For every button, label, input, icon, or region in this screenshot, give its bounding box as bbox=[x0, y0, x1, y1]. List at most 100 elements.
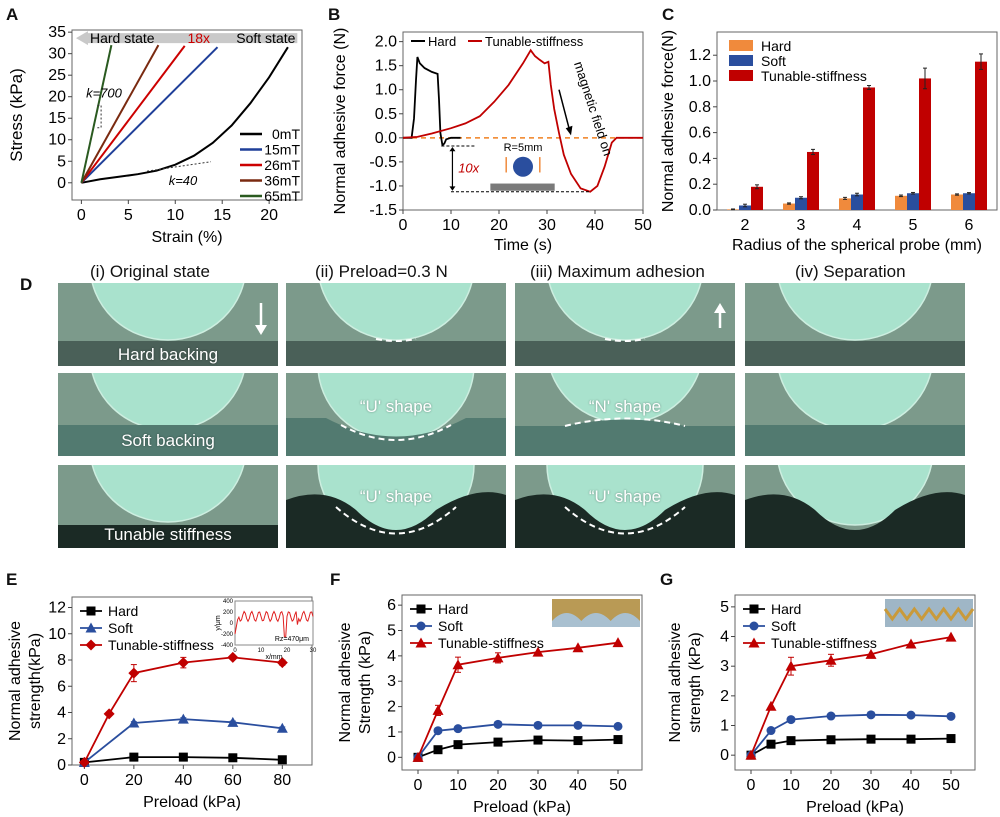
x-tick-label: 30 bbox=[538, 217, 556, 234]
legend-label-Soft: Soft bbox=[108, 620, 133, 636]
legend-label-26mT: 26mT bbox=[264, 157, 300, 173]
contact-dashed-line bbox=[604, 338, 646, 342]
legend-label-65mT: 65mT bbox=[264, 188, 300, 204]
bar-Tunable-stiffness-4 bbox=[863, 87, 875, 210]
legend-label-Soft: Soft bbox=[438, 618, 463, 634]
data-point-Soft bbox=[128, 717, 140, 728]
panel-letter-d: D bbox=[20, 275, 33, 294]
backing-type-label: Tunable stiffness bbox=[104, 525, 232, 544]
annotation-k700: k=700 bbox=[86, 86, 123, 101]
legend-label-Soft: Soft bbox=[771, 618, 796, 634]
data-point-Hard bbox=[453, 740, 463, 750]
panel-letter-b: B bbox=[328, 5, 341, 24]
legend-label-Hard: Hard bbox=[761, 38, 791, 54]
data-point-Soft bbox=[533, 720, 543, 730]
x-tick-label: 0 bbox=[80, 772, 89, 789]
inset-y-tick-label: -200 bbox=[221, 632, 234, 638]
x-tick-label: 0 bbox=[747, 777, 756, 794]
y-tick-label: 3 bbox=[720, 658, 729, 675]
data-point-Tunable-stiffness bbox=[412, 751, 424, 762]
series-line-Tunable-stiffness bbox=[402, 48, 643, 193]
y-tick-label: 2 bbox=[387, 699, 396, 716]
inset-x-tick-label: 0 bbox=[233, 648, 237, 654]
panel-d-col-title-2: (ii) Preload=0.3 N bbox=[315, 262, 448, 281]
x-tick-label: 3 bbox=[797, 217, 806, 234]
backing-layer bbox=[58, 425, 278, 456]
data-point-Hard bbox=[866, 734, 876, 744]
y-tick-label: 4 bbox=[720, 629, 729, 646]
data-point-Tunable-stiffness bbox=[945, 631, 957, 642]
y-tick-label: 0.6 bbox=[689, 125, 711, 142]
legend-marker-Tunable-stiffness bbox=[85, 639, 97, 651]
legend-label-36mT: 36mT bbox=[264, 173, 300, 189]
bar-Soft-6 bbox=[963, 193, 975, 210]
x-tick-label: 10 bbox=[166, 207, 184, 224]
x-tick-label: 20 bbox=[490, 217, 508, 234]
y-tick-label: 0 bbox=[387, 749, 396, 766]
photo-illustration bbox=[58, 373, 278, 456]
annotation-k40: k=40 bbox=[169, 173, 198, 188]
y-tick-label: 4 bbox=[57, 705, 66, 722]
data-point-Tunable-stiffness bbox=[905, 638, 917, 649]
photo-illustration bbox=[745, 283, 965, 366]
plot-frame bbox=[402, 31, 644, 211]
magnetic-field-arrow-head bbox=[565, 125, 573, 136]
y-tick-label: 1.5 bbox=[375, 58, 397, 75]
probe-sphere bbox=[778, 283, 932, 341]
y-tick-label: -0.5 bbox=[369, 154, 397, 171]
bar-Soft-4 bbox=[851, 194, 863, 210]
inset-surface-photo bbox=[883, 599, 975, 627]
photo-cell-r3-c4 bbox=[745, 465, 965, 548]
legend-swatch-Hard bbox=[729, 40, 753, 51]
plot-frame bbox=[401, 594, 643, 771]
legend-label-15mT: 15mT bbox=[264, 142, 300, 158]
legend-label-Hard: Hard bbox=[438, 601, 468, 617]
photo-illustration bbox=[286, 283, 506, 366]
y-tick-label: 10 bbox=[48, 132, 66, 149]
probe-sphere bbox=[91, 283, 245, 341]
magnetic-field-arrow bbox=[558, 89, 571, 133]
photo-cell-r2-c3: “N' shape bbox=[515, 373, 735, 456]
inset-frame bbox=[234, 600, 314, 646]
data-point-Tunable-stiffness bbox=[227, 651, 239, 663]
x-tick-label: 4 bbox=[853, 217, 862, 234]
panel-letter-e: E bbox=[6, 570, 18, 589]
series-line-65mT bbox=[80, 44, 113, 184]
arrow-label-hard: Hard state bbox=[90, 30, 155, 46]
x-tick-label: 10 bbox=[782, 777, 800, 794]
y-axis-label-line: Normal adhesive bbox=[667, 622, 684, 742]
y-tick-label: 0.4 bbox=[689, 150, 711, 167]
photo-background bbox=[885, 599, 973, 627]
series-line-0mT bbox=[81, 46, 289, 184]
y-tick-label: 1.0 bbox=[689, 73, 711, 90]
data-point-Soft bbox=[433, 726, 443, 736]
photo-wavy-surface bbox=[552, 613, 640, 627]
slope-line-k40 bbox=[147, 161, 212, 172]
inset-y-tick-label: 0 bbox=[230, 621, 234, 627]
series-line-26mT bbox=[80, 45, 186, 184]
y-tick-label: -1.5 bbox=[369, 202, 397, 219]
photo-cell-r3-c3: “U' shape bbox=[515, 465, 735, 548]
legend-label-Tunable-stiffness: Tunable-stiffness bbox=[438, 635, 544, 651]
ratio-arrow-head-down bbox=[449, 186, 456, 191]
photo-illustration bbox=[515, 465, 735, 548]
series-line-Soft bbox=[750, 713, 952, 756]
bar-Soft-5 bbox=[907, 193, 919, 210]
bar-Hard-6 bbox=[951, 194, 963, 210]
y-tick-label: 4 bbox=[387, 648, 396, 665]
x-tick-label: 60 bbox=[224, 772, 242, 789]
backing-layer bbox=[515, 492, 735, 548]
arrow-label-soft: Soft state bbox=[236, 30, 295, 46]
panel-d-col-title-1: (i) Original state bbox=[90, 262, 210, 281]
annotation-magnetic-field: magnetic field on bbox=[571, 60, 616, 158]
legend-swatch-Soft bbox=[729, 55, 753, 66]
legend-label-tunable: Tunable-stiffness bbox=[485, 34, 584, 49]
probe-radius-label: R=5mm bbox=[504, 142, 543, 154]
x-tick-label: 80 bbox=[273, 772, 291, 789]
data-point-Soft bbox=[906, 710, 916, 720]
data-point-Tunable-stiffness bbox=[532, 646, 544, 657]
inset-x-tick-label: 20 bbox=[284, 648, 291, 654]
data-point-Hard bbox=[178, 752, 188, 762]
hard-soft-arrow bbox=[76, 31, 298, 46]
legend-marker-Soft bbox=[85, 622, 97, 633]
